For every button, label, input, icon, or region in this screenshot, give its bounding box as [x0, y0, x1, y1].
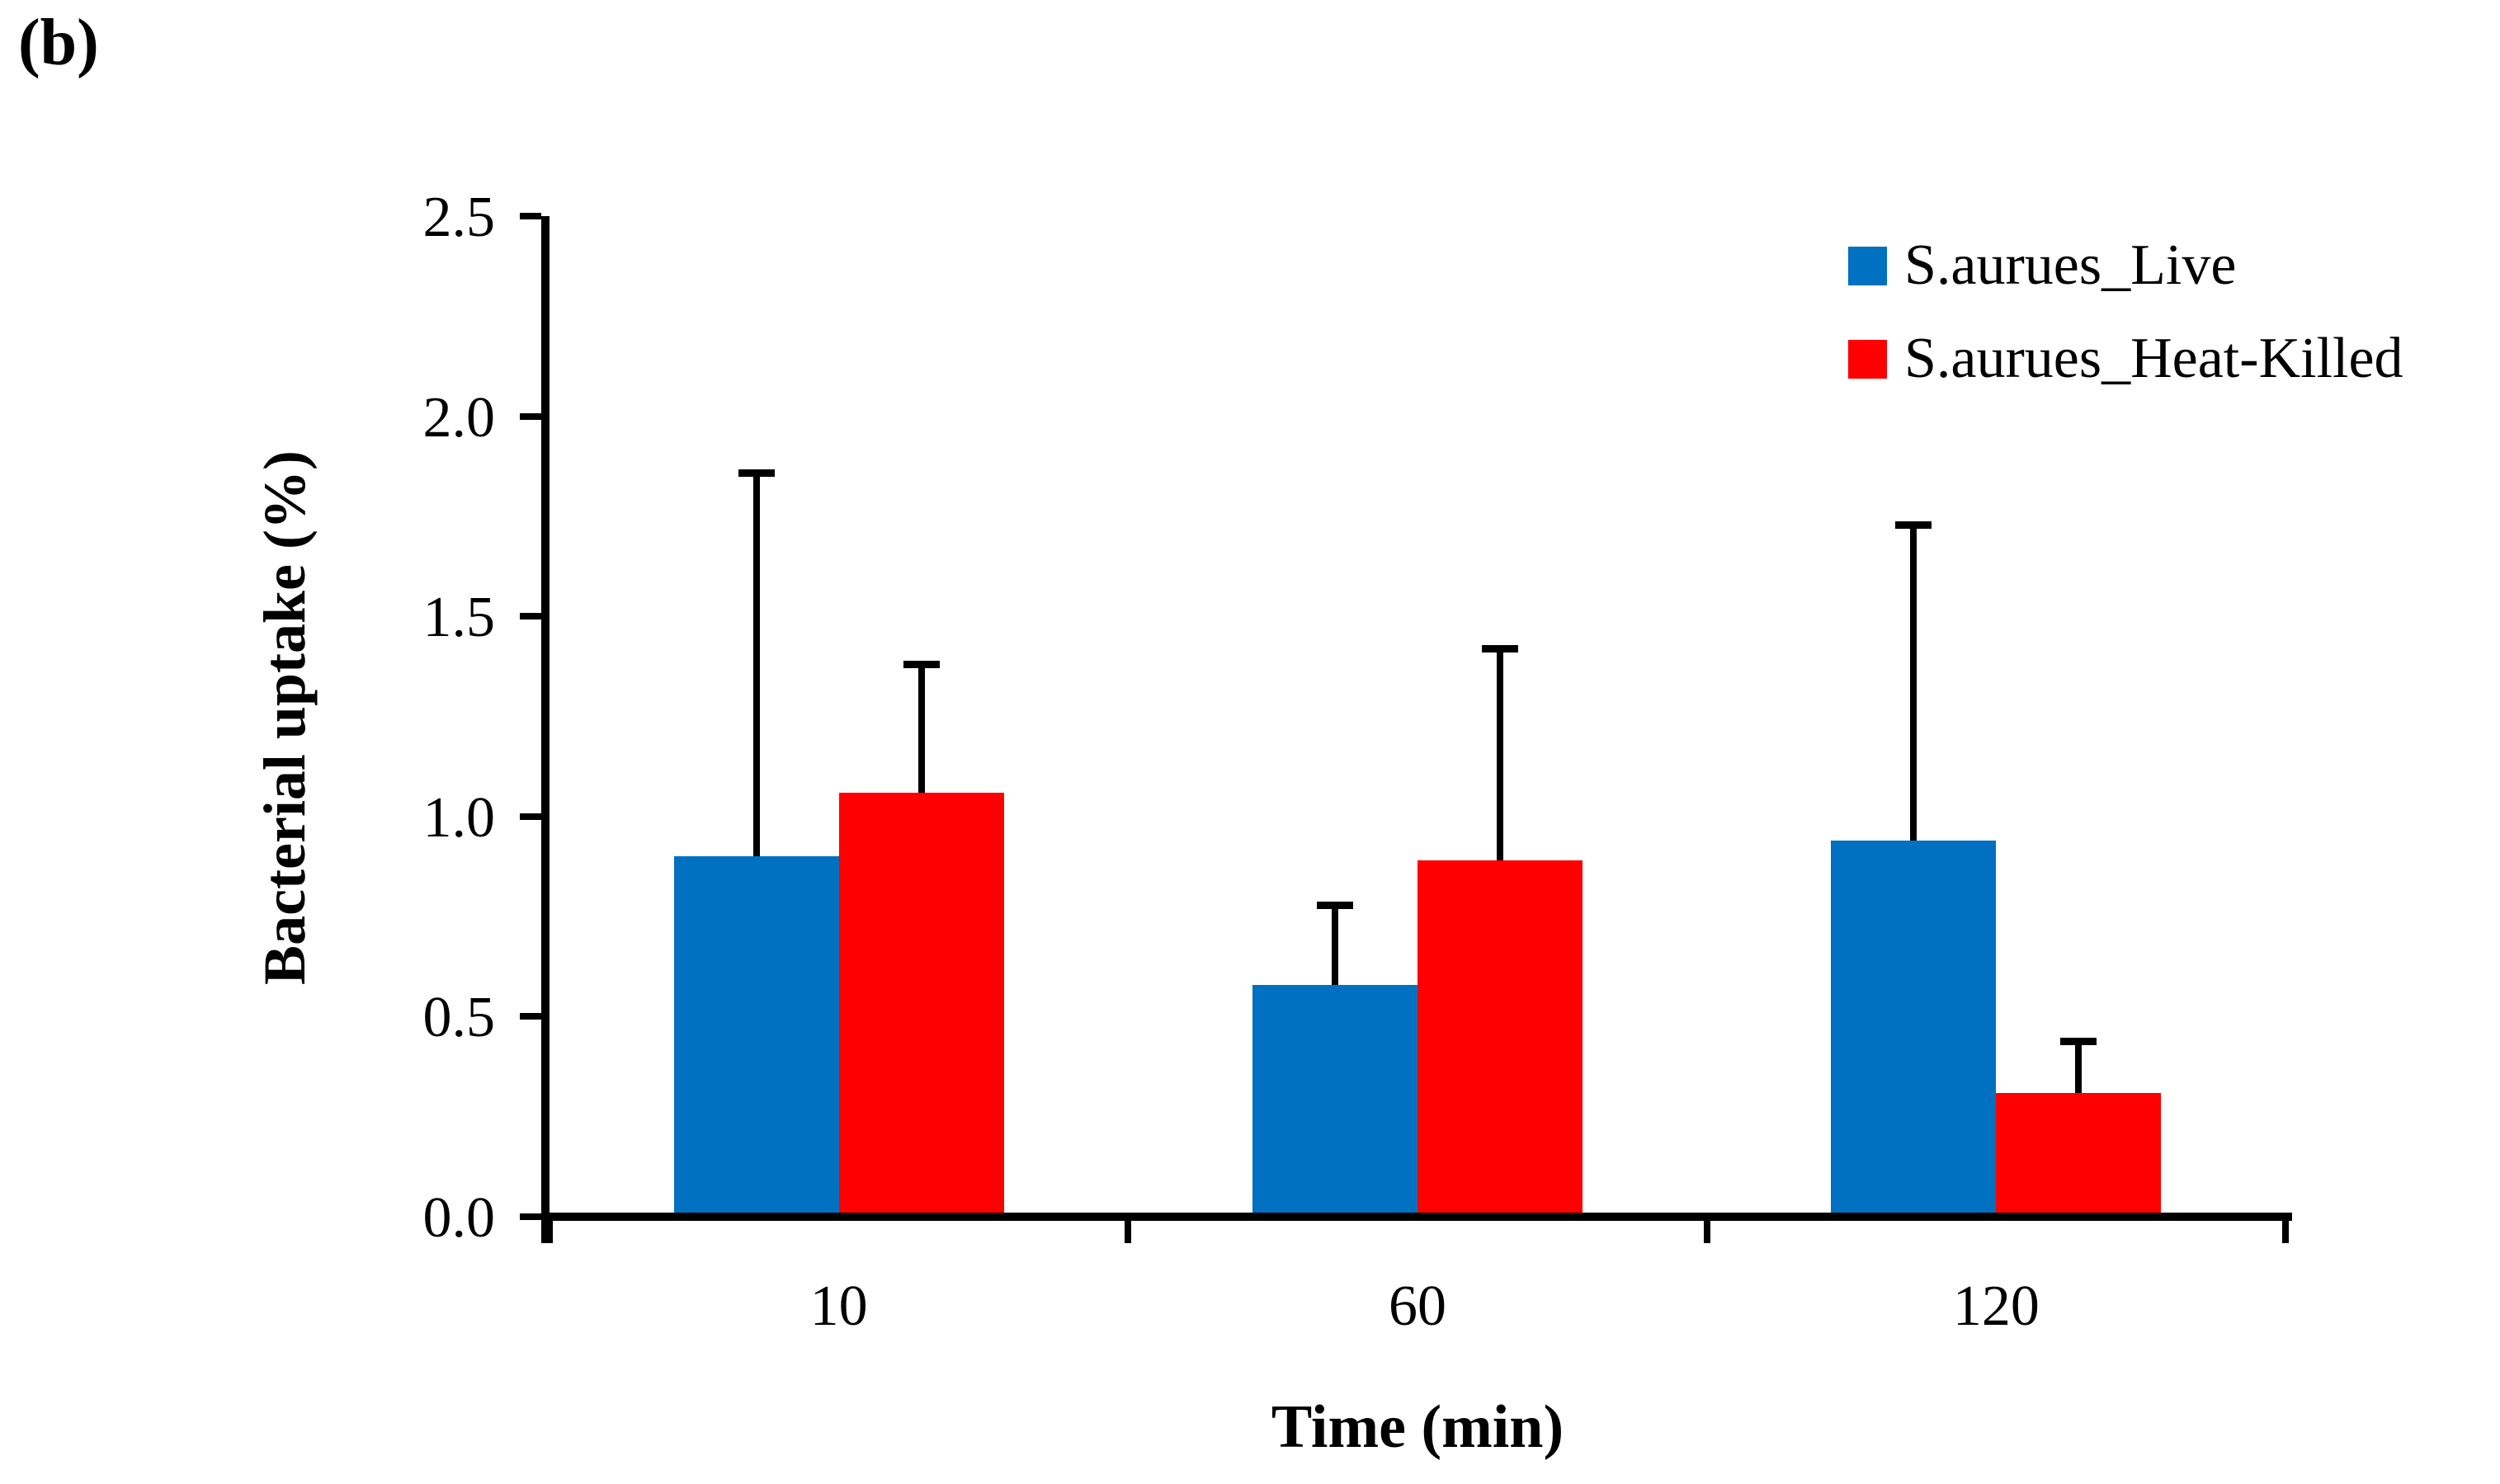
legend-swatch-live-icon [1848, 246, 1887, 285]
x-tick-mark [1703, 1221, 1710, 1243]
y-tick-mark [520, 1013, 541, 1020]
error-bar-cap [903, 661, 940, 669]
x-category-label: 60 [1389, 1274, 1446, 1338]
error-bar-cap [738, 469, 775, 477]
error-bar-stem [917, 664, 925, 793]
legend-item-heat-killed: S.aurues_Heat-Killed [1848, 316, 2403, 402]
legend-swatch-heat-killed-icon [1848, 339, 1887, 379]
legend-label-live: S.aurues_Live [1904, 233, 2237, 297]
bar-S.aurues_Heat-Killed-60 [1417, 860, 1583, 1217]
x-tick-mark [1125, 1221, 1132, 1243]
bar-S.aurues_Heat-Killed-10 [838, 792, 1004, 1217]
y-tick-mark [520, 1213, 541, 1220]
error-bar-cap [1317, 901, 1353, 909]
x-tick-mark [546, 1221, 553, 1243]
error-bar-stem [2075, 1040, 2083, 1093]
error-bar-stem [752, 472, 760, 857]
legend-label-heat-killed: S.aurues_Heat-Killed [1904, 327, 2403, 390]
bar-S.aurues_Live-10 [673, 856, 839, 1217]
y-tick-mark [520, 213, 541, 219]
error-bar-cap [2060, 1037, 2097, 1045]
y-tick-mark [520, 412, 541, 420]
error-bar-cap [1482, 645, 1518, 653]
x-category-label: 10 [809, 1274, 868, 1338]
y-tick-label: 1.5 [422, 586, 496, 650]
error-bar-cap [1895, 521, 1932, 529]
y-tick-label: 2.5 [422, 186, 496, 249]
bar-S.aurues_Live-120 [1831, 840, 1997, 1217]
panel-label: (b) [18, 7, 99, 79]
bar-S.aurues_Live-60 [1252, 984, 1417, 1217]
y-tick-mark [520, 813, 541, 820]
x-axis-title: Time (min) [1271, 1393, 1564, 1461]
y-tick-label: 0.0 [422, 1186, 496, 1250]
y-axis-line [541, 216, 550, 1243]
y-tick-label: 0.5 [422, 986, 496, 1050]
y-axis-title: Bacterial uptake (%) [252, 450, 318, 985]
y-tick-label: 2.0 [422, 385, 496, 450]
y-tick-mark [520, 613, 541, 620]
x-axis-line [541, 1213, 2292, 1221]
bar-S.aurues_Heat-Killed-120 [1996, 1092, 2162, 1217]
y-tick-label: 1.0 [422, 785, 496, 850]
error-bar-stem [1910, 524, 1917, 841]
error-bar-stem [1497, 648, 1503, 861]
x-category-label: 120 [1952, 1274, 2040, 1338]
error-bar-stem [1332, 904, 1338, 985]
x-tick-mark [2282, 1221, 2289, 1243]
legend-item-live: S.aurues_Live [1848, 223, 2236, 309]
